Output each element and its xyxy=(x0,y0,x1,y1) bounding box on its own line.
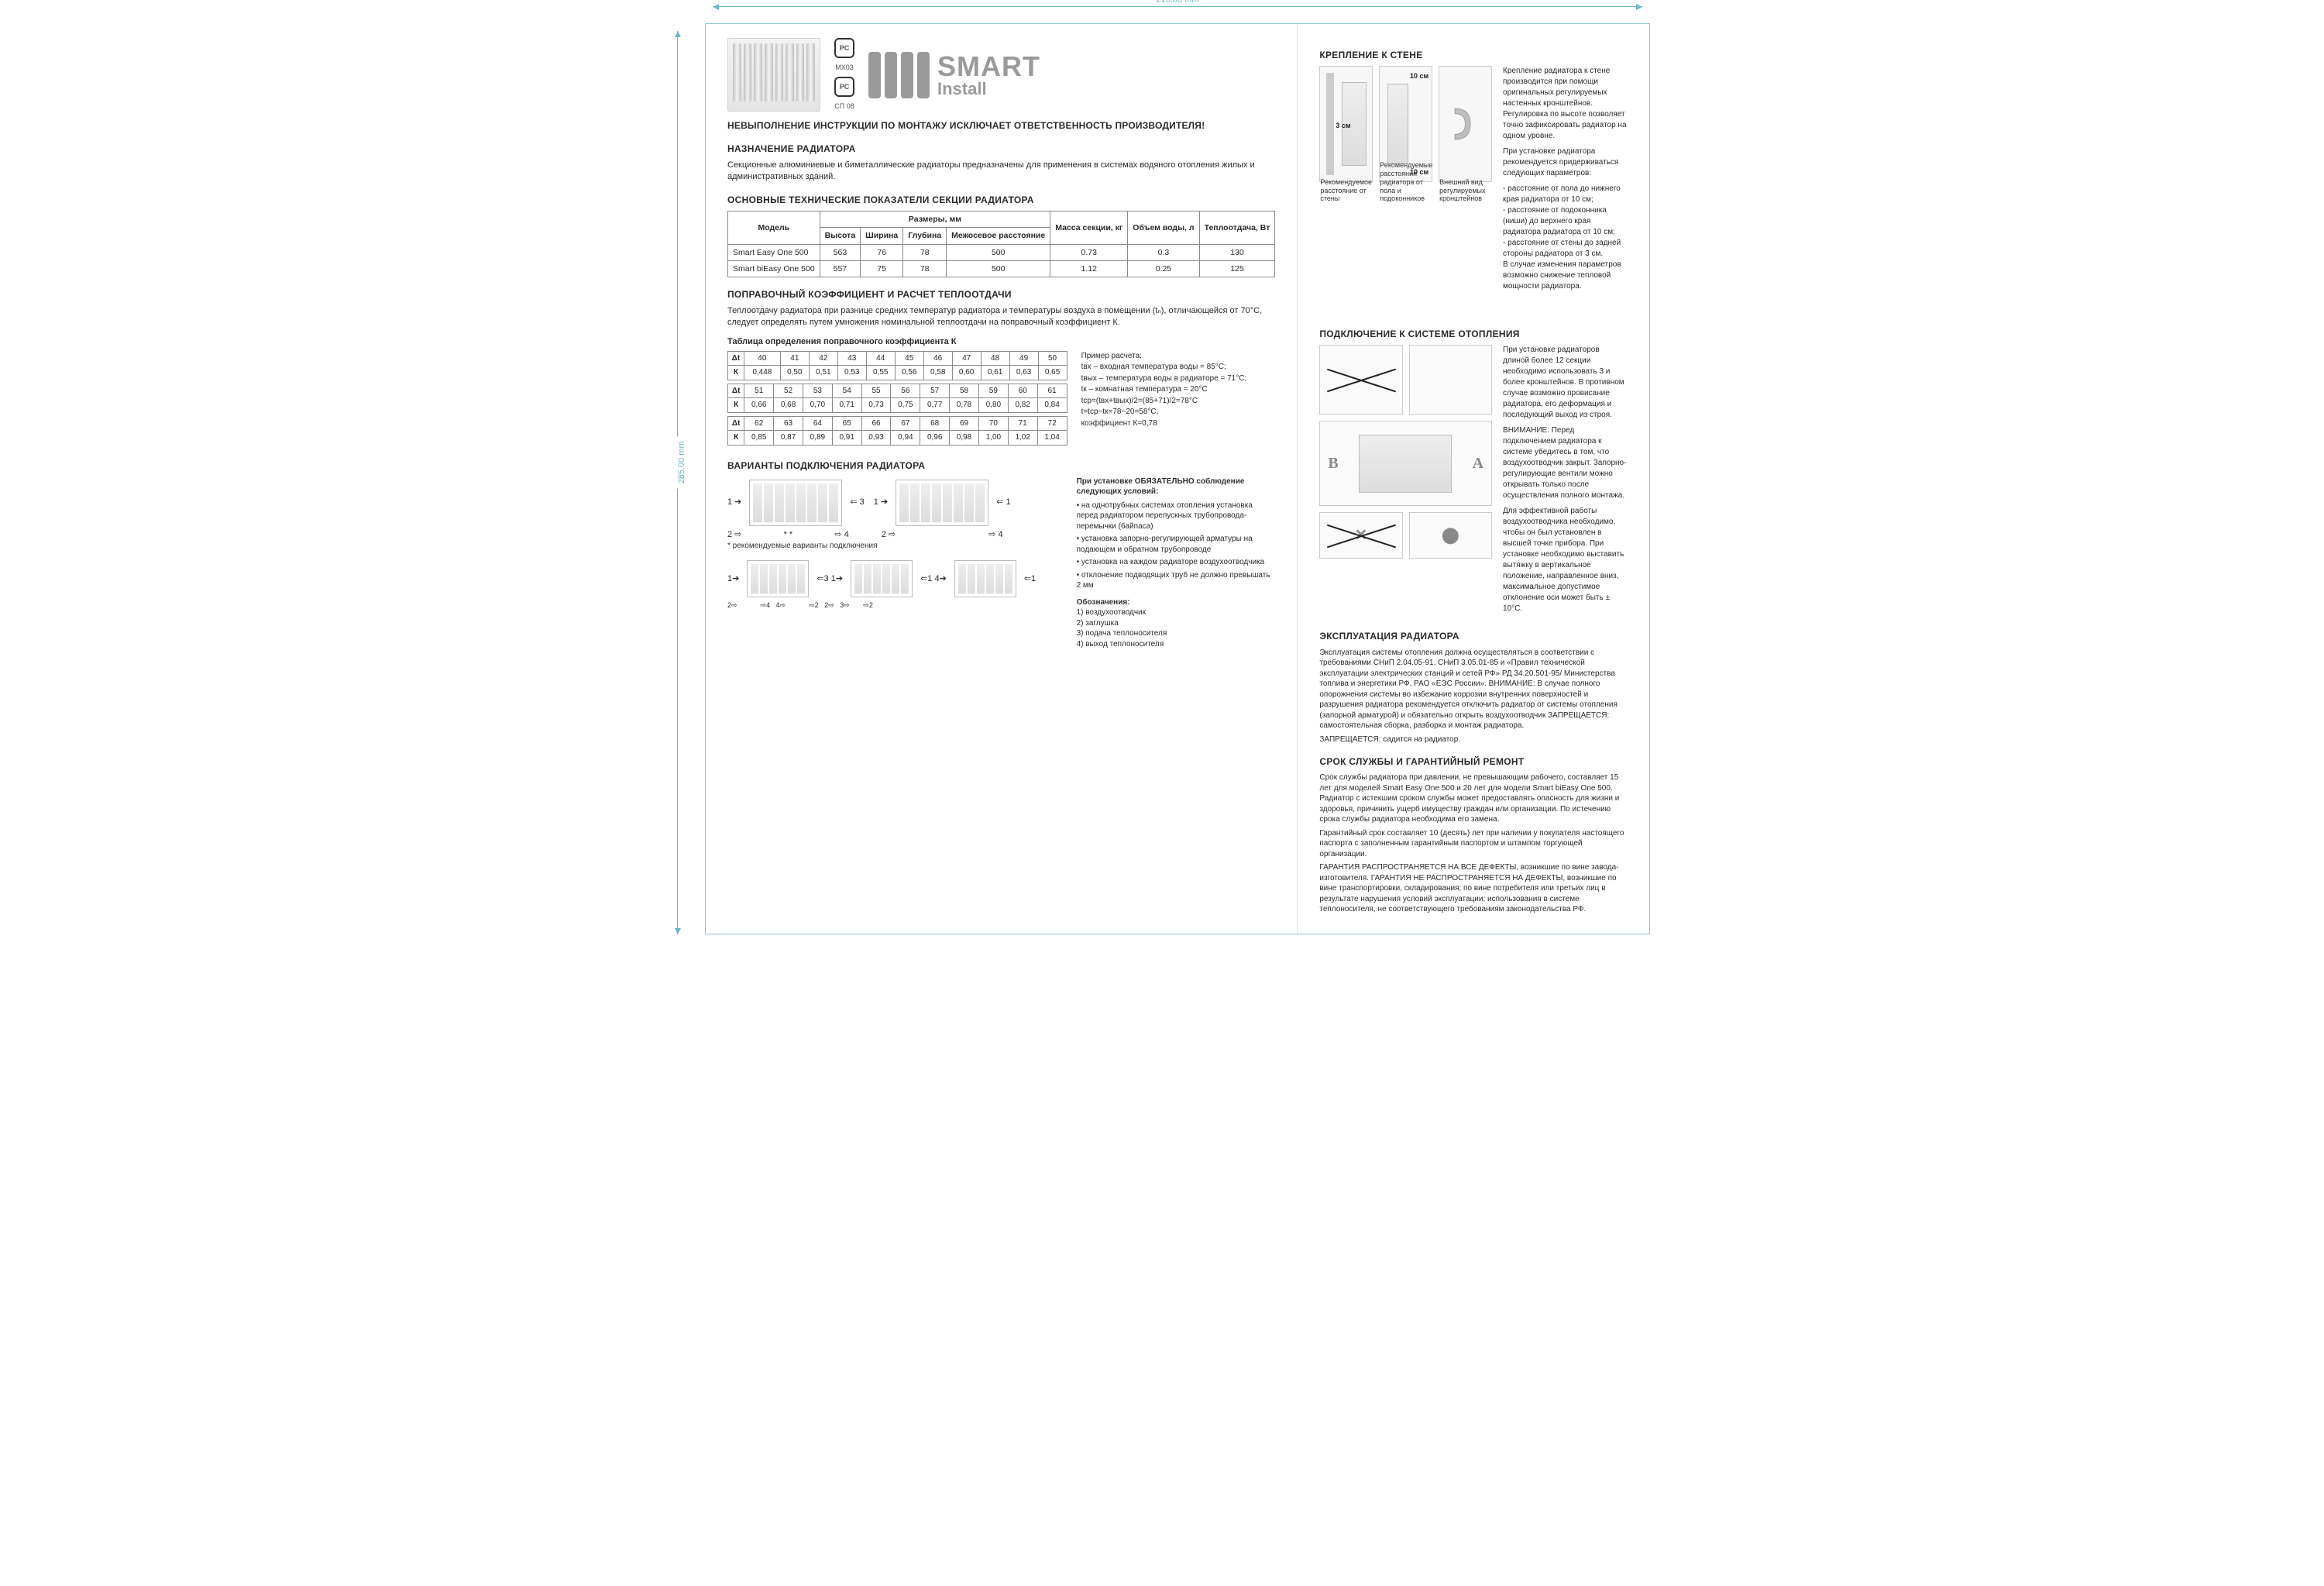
variants-diagrams: 1 ➔⇐ 3 1 ➔⇐ 1 2 ⇨* *⇨ 4 2 ⇨⇨ 4 * рекомен… xyxy=(727,476,1067,650)
cert-badges: PC MX03 PC СП 08 xyxy=(834,38,854,112)
dimension-height: 285.00 mm xyxy=(677,31,691,934)
oper-p: Эксплуатация системы отопления должна ос… xyxy=(1319,648,1628,731)
legend-list: 1) воздухоотводчик2) заглушка3) подача т… xyxy=(1077,607,1276,649)
fig-cap-2: Рекомендуемые расстояния радиатора от по… xyxy=(1380,161,1432,203)
conn-row: B A ✕ ⬤ При установке радиаторов длиной … xyxy=(1319,345,1628,619)
col-heat: Теплоотдача, Вт xyxy=(1199,212,1275,244)
mount-list: расстояние от пола до нижнего края радиа… xyxy=(1503,184,1628,260)
conn-p3: Для эффективной работы воздухоотводчика … xyxy=(1503,506,1628,614)
coef-row: Δt4041424344454647484950К0,4480,500,510,… xyxy=(727,351,1275,449)
coef-table: Δt5152535455565758596061К0,660,680,700,7… xyxy=(727,384,1067,413)
label-a: A xyxy=(1473,453,1483,474)
coef-text: Теплоотдачу радиатора при разнице средни… xyxy=(727,305,1275,329)
page-left: PC MX03 PC СП 08 SMART Install НЕВЫПОЛНЕ… xyxy=(706,24,1298,934)
cert-label-2: СП 08 xyxy=(834,101,854,111)
heading-mount: КРЕПЛЕНИЕ К СТЕНЕ xyxy=(1319,49,1628,61)
col-mass: Масса секции, кг xyxy=(1050,212,1128,244)
conn-fig-valve-wrong: ✕ xyxy=(1319,512,1402,559)
mount-text: Крепление радиатора к стене производится… xyxy=(1503,66,1628,297)
diagram-4 xyxy=(851,560,913,597)
fig-bracket: Внешний вид регулируемых кронштейнов xyxy=(1439,66,1492,182)
coef-example: Пример расчета:tвх – входная температура… xyxy=(1081,351,1276,430)
fig-wall-dist: 3 см Рекомендуемое расстояние от стены xyxy=(1319,66,1373,182)
mount-p2: При установке радиатора рекомендуется пр… xyxy=(1503,146,1628,179)
col-model: Модель xyxy=(728,212,820,244)
mount-p1: Крепление радиатора к стене производится… xyxy=(1503,66,1628,142)
specs-table: Модель Размеры, мм Масса секции, кг Объе… xyxy=(727,211,1275,277)
heading-variants: ВАРИАНТЫ ПОДКЛЮЧЕНИЯ РАДИАТОРА xyxy=(727,459,1275,472)
logo-sub: Install xyxy=(937,81,1040,98)
variants-note: * рекомендуемые варианты подключения xyxy=(727,541,1067,552)
heading-oper: ЭКСПЛУАТАЦИЯ РАДИАТОРА xyxy=(1319,630,1628,642)
dimension-width-label: 210.00 mm xyxy=(1151,0,1203,5)
heading-coef: ПОПРАВОЧНЫЙ КОЭФФИЦИЕНТ И РАСЧЕТ ТЕПЛООТ… xyxy=(727,288,1275,301)
col-width: Ширина xyxy=(861,228,903,244)
variants-rules: При установке ОБЯЗАТЕЛЬНО соблюдение сле… xyxy=(1077,476,1276,650)
operation-block: Эксплуатация системы отопления должна ос… xyxy=(1319,648,1628,745)
variants-block: 1 ➔⇐ 3 1 ➔⇐ 1 2 ⇨* *⇨ 4 2 ⇨⇨ 4 * рекомен… xyxy=(727,476,1275,650)
coef-table: Δt4041424344454647484950К0,4480,500,510,… xyxy=(727,351,1067,380)
product-image xyxy=(727,38,820,112)
conn-p1: При установке радиаторов длиной более 12… xyxy=(1503,345,1628,421)
fig-cap-1: Рекомендуемое расстояние от стены xyxy=(1320,178,1372,203)
conn-p2: ВНИМАНИЕ: Перед подключением радиатора к… xyxy=(1503,425,1628,501)
conn-figures: B A ✕ ⬤ xyxy=(1319,345,1492,619)
heading-warr: СРОК СЛУЖБЫ И ГАРАНТИЙНЫЙ РЕМОНТ xyxy=(1319,755,1628,768)
col-depth: Глубина xyxy=(903,228,947,244)
mount-row: 3 см Рекомендуемое расстояние от стены 1… xyxy=(1319,66,1628,297)
dimension-height-label: 285.00 mm xyxy=(676,436,688,488)
col-dim-group: Размеры, мм xyxy=(820,212,1050,228)
coef-subhead: Таблица определения поправочного коэффиц… xyxy=(727,336,1275,348)
col-axial: Межосевое расстояние xyxy=(947,228,1050,244)
cert-badge-1: PC xyxy=(834,38,854,58)
logo-name: SMART xyxy=(937,53,1040,81)
dimension-width: 210.00 mm xyxy=(713,6,1642,20)
legend-heading: Обозначения: xyxy=(1077,597,1276,608)
fig-cap-3: Внешний вид регулируемых кронштейнов xyxy=(1439,178,1491,203)
conn-text: При установке радиаторов длиной более 12… xyxy=(1503,345,1628,619)
heading-specs: ОСНОВНЫЕ ТЕХНИЧЕСКИЕ ПОКАЗАТЕЛИ СЕКЦИИ Р… xyxy=(727,194,1275,206)
conn-fig-ab: B A xyxy=(1319,421,1492,506)
diagram-3 xyxy=(747,560,809,597)
document-spread: PC MX03 PC СП 08 SMART Install НЕВЫПОЛНЕ… xyxy=(705,23,1650,934)
col-height: Высота xyxy=(820,228,861,244)
table-row: Smart biEasy One 50055775785001.120.2512… xyxy=(728,260,1275,277)
coef-table: Δt6263646566676869707172К0,850,870,890,9… xyxy=(727,416,1067,446)
conn-fig-valve-right: ⬤ xyxy=(1409,512,1492,559)
oper-p2: ЗАПРЕЩАЕТСЯ: садится на радиатор. xyxy=(1319,735,1628,745)
conn-fig-wrong xyxy=(1319,345,1402,415)
heading-purpose: НАЗНАЧЕНИЕ РАДИАТОРА xyxy=(727,143,1275,155)
rules-heading: При установке ОБЯЗАТЕЛЬНО соблюдение сле… xyxy=(1077,476,1276,497)
page: 210.00 mm 285.00 mm PC MX03 PC СП 08 xyxy=(666,0,1658,950)
purpose-text: Секционные алюминиевые и биметаллические… xyxy=(727,160,1275,183)
table-row: Smart Easy One 50056376785000.730.3130 xyxy=(728,244,1275,260)
cert-label-1: MX03 xyxy=(835,63,854,72)
label-b: B xyxy=(1328,453,1338,474)
col-vol: Объем воды, л xyxy=(1128,212,1199,244)
page-right: КРЕПЛЕНИЕ К СТЕНЕ 3 см Рекомендуемое рас… xyxy=(1298,24,1649,934)
fig-floor-dist: 10 см 10 см Рекомендуемые расстояния рад… xyxy=(1379,66,1432,182)
brand-logo: SMART Install xyxy=(868,38,1040,112)
mount-figures: 3 см Рекомендуемое расстояние от стены 1… xyxy=(1319,66,1492,297)
diagram-1 xyxy=(749,480,842,526)
warranty-block: Срок службы радиатора при давлении, не п… xyxy=(1319,772,1628,915)
conn-fig-right xyxy=(1409,345,1492,415)
diagram-5 xyxy=(954,560,1016,597)
warning-text: НЕВЫПОЛНЕНИЕ ИНСТРУКЦИИ ПО МОНТАЖУ ИСКЛЮ… xyxy=(727,119,1275,132)
rules-list: на однотрубных системах отопления устано… xyxy=(1077,501,1276,591)
cert-badge-2: PC xyxy=(834,77,854,97)
diagram-2 xyxy=(896,480,988,526)
coef-tables: Δt4041424344454647484950К0,4480,500,510,… xyxy=(727,351,1067,449)
header: PC MX03 PC СП 08 SMART Install xyxy=(727,38,1275,112)
heading-conn: ПОДКЛЮЧЕНИЕ К СИСТЕМЕ ОТОПЛЕНИЯ xyxy=(1319,328,1628,340)
mount-tail: В случае изменения параметров возможно с… xyxy=(1503,260,1628,292)
specs-body: Smart Easy One 50056376785000.730.3130Sm… xyxy=(728,244,1275,277)
